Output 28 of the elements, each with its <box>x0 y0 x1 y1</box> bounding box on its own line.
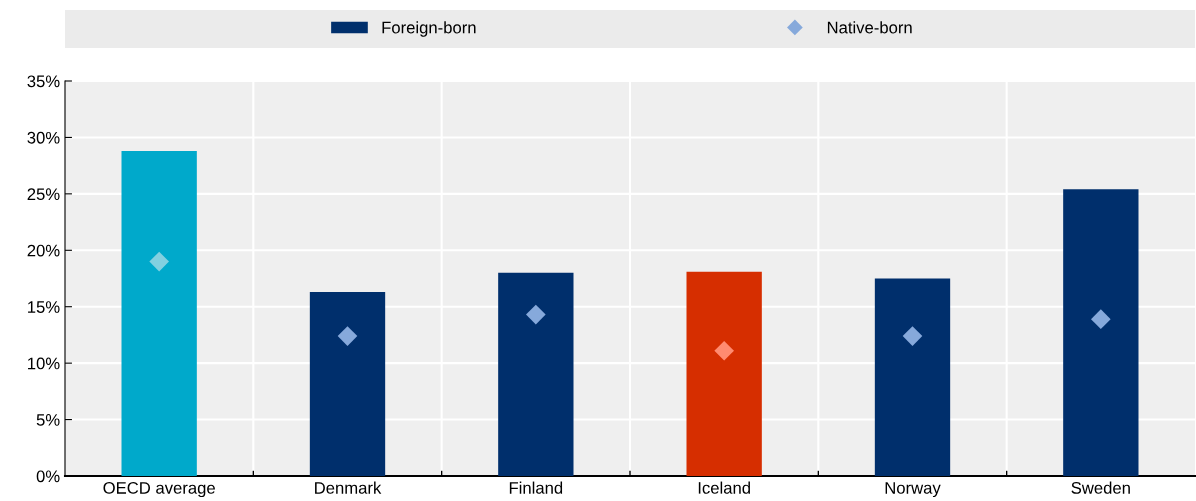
point <box>526 304 546 325</box>
bar <box>309 292 386 476</box>
y-tick-label: 20% <box>27 244 60 257</box>
point <box>149 251 169 272</box>
y-tick-label: 10% <box>28 357 60 370</box>
y-tick-label: 5% <box>36 414 60 426</box>
y-tick-label: 25% <box>27 188 60 201</box>
y-tick-label: 30% <box>27 131 60 144</box>
x-tick-label: Sweden <box>1071 481 1130 494</box>
point <box>902 326 923 346</box>
x-tick-label: Iceland <box>698 481 750 494</box>
point <box>337 326 358 346</box>
bar <box>1063 189 1139 476</box>
bar <box>874 278 951 476</box>
bar <box>686 271 762 476</box>
point <box>714 340 734 361</box>
y-tick-label: 35% <box>27 75 60 88</box>
point <box>1091 309 1111 329</box>
bar <box>498 272 574 476</box>
y-tick-label: 15% <box>28 301 60 313</box>
y-tick-label: 0% <box>36 470 60 483</box>
bar <box>121 150 197 476</box>
x-tick-label: OECD average <box>103 482 215 498</box>
legend-label: Native-born <box>827 21 912 34</box>
legend-label: Foreign-born <box>382 21 476 37</box>
x-tick-label: Denmark <box>315 481 382 494</box>
x-tick-label: Norway <box>885 482 941 498</box>
x-tick-label: Finland <box>509 481 563 494</box>
